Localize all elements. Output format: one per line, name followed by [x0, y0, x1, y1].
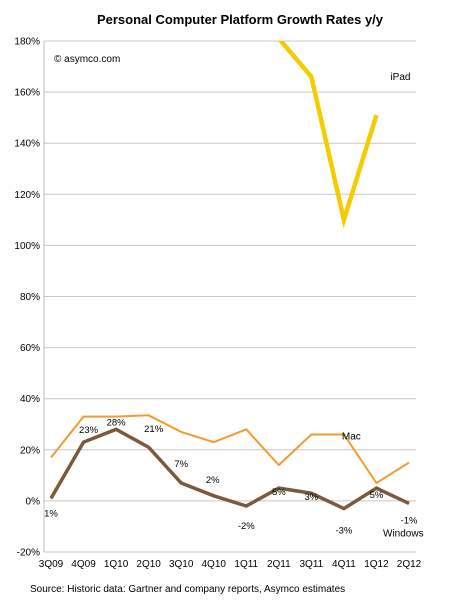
- data-label-windows: -1%: [401, 515, 418, 526]
- data-label-windows: 3%: [304, 492, 318, 503]
- data-label-windows: 1%: [44, 508, 58, 519]
- y-tick-label: 140%: [14, 139, 40, 150]
- data-label-windows: 23%: [79, 425, 99, 436]
- y-tick-label: 180%: [14, 37, 40, 48]
- y-tick-label: 120%: [14, 190, 40, 201]
- source-note: Source: Historic data: Gartner and compa…: [30, 584, 345, 595]
- series-line-mac: [50, 414, 410, 485]
- series-line-ipad: [278, 41, 379, 229]
- x-tick-label: 3Q10: [169, 559, 194, 570]
- x-tick-label: 1Q12: [364, 559, 389, 570]
- x-tick-label: 2Q11: [267, 559, 291, 570]
- data-label-windows: -2%: [238, 521, 255, 532]
- y-tick-label: 0%: [26, 496, 41, 507]
- y-tick-label: 160%: [14, 88, 40, 99]
- chart-title: Personal Computer Platform Growth Rates …: [97, 12, 384, 27]
- data-label-windows: -3%: [335, 526, 352, 537]
- x-axis-ticks: 3Q09 4Q09 1Q10 2Q10 3Q10 4Q10 1Q11 2Q11 3Q11 4Q11…: [39, 559, 422, 570]
- series-line-windows: [49, 427, 410, 511]
- y-tick-label: 80%: [20, 292, 40, 303]
- credit-label: © asymco.com: [54, 54, 120, 65]
- data-label-windows: 5%: [370, 490, 384, 501]
- y-tick-label: -20%: [17, 548, 40, 559]
- x-tick-label: 4Q10: [201, 559, 226, 570]
- data-label-windows: 28%: [107, 417, 127, 428]
- series-label-mac: Mac: [342, 431, 361, 442]
- x-tick-label: 4Q09: [71, 559, 96, 570]
- y-tick-label: 100%: [14, 241, 40, 252]
- data-label-windows: 5%: [272, 487, 286, 498]
- y-tick-label: 60%: [20, 343, 40, 354]
- y-tick-label: 40%: [20, 394, 40, 405]
- data-label-windows: 2%: [206, 475, 220, 486]
- y-tick-label: 20%: [20, 445, 40, 456]
- x-tick-label: 1Q11: [234, 559, 258, 570]
- x-tick-label: 2Q12: [397, 559, 422, 570]
- series-label-ipad: iPad: [390, 72, 410, 83]
- data-label-windows: 21%: [144, 424, 164, 435]
- y-axis-ticks: -20% 0% 20% 40% 60% 80% 100% 120% 140% 160% 180%: [14, 37, 40, 559]
- x-tick-label: 2Q10: [136, 559, 161, 570]
- x-tick-label: 1Q10: [104, 559, 129, 570]
- x-tick-label: 4Q11: [332, 559, 356, 570]
- x-tick-label: 3Q09: [39, 559, 64, 570]
- series-layer: [49, 41, 410, 511]
- x-tick-label: 3Q11: [299, 559, 323, 570]
- data-label-windows: 7%: [174, 459, 188, 470]
- series-label-windows: Windows: [383, 528, 424, 539]
- data-labels: iPad Mac Windows 1% 23% 28% 21% 7% 2% -2% 5% 3% -3% 5…: [44, 72, 423, 539]
- gridlines: [43, 40, 416, 553]
